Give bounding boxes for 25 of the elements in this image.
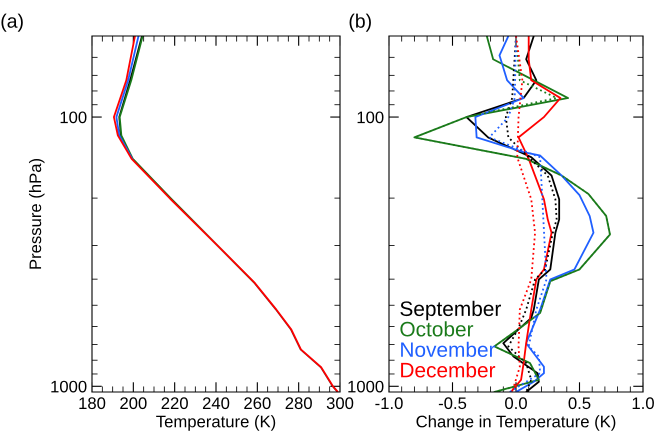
x-tick-label: 220 (162, 397, 188, 410)
x-tick-label: 300 (326, 397, 354, 410)
series-label: October (400, 321, 474, 337)
x-tick-label: 0.5 (568, 397, 590, 410)
x-axis-title: Change in Temperature (K) (416, 415, 616, 431)
x-tick-label: -0.5 (438, 397, 466, 410)
x-tick-label: 180 (79, 397, 106, 410)
x-tick-label: 1.0 (632, 397, 654, 410)
series-label: September (400, 300, 501, 320)
y-tick-label: 1000 (348, 380, 384, 392)
y-axis-title: Pressure (hPa) (28, 158, 45, 269)
y-tick-label: 1000 (51, 380, 86, 392)
x-tick-label: 240 (202, 397, 230, 410)
x-axis-title: Temperature (K) (156, 415, 276, 431)
x-tick-label: 200 (120, 397, 147, 410)
series-label: November (401, 342, 496, 358)
x-tick-label: 0.0 (505, 397, 527, 410)
y-tick-label: 100 (358, 111, 384, 124)
series-label: December (401, 362, 496, 378)
chart-title: (b) (350, 14, 371, 32)
x-tick-label: 280 (286, 397, 312, 410)
y-tick-label: 100 (60, 111, 86, 124)
x-tick-label: 260 (244, 397, 271, 410)
x-tick-label: -1.0 (375, 397, 403, 410)
chart-title: (a) (1, 14, 23, 32)
